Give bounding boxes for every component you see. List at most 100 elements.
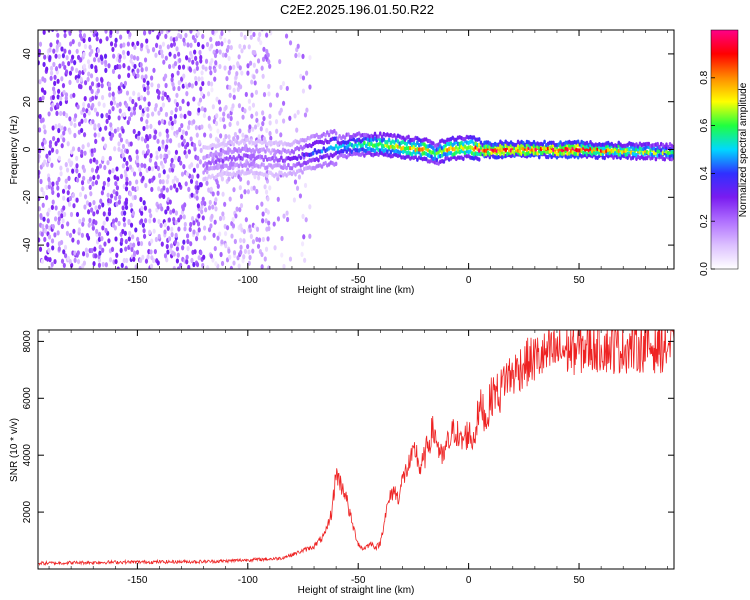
spectrogram-cell (276, 176, 280, 182)
spectrogram-cell (197, 213, 201, 219)
spectrogram-cell (51, 245, 55, 251)
spectrogram-cell (94, 138, 98, 144)
spectrogram-cell (249, 34, 253, 40)
spectrogram-track-cell (435, 157, 439, 163)
spectrogram-cell (182, 37, 186, 43)
spectrogram-cell (83, 117, 88, 124)
spectrogram-cell (94, 65, 98, 71)
spectrogram-track-cell (320, 149, 324, 154)
spectrogram-cell (73, 122, 77, 128)
colorbar-frame (710, 29, 739, 270)
spectrogram-track-cell (269, 150, 273, 155)
spectrogram-cell (43, 54, 47, 60)
spectrogram-cell (52, 48, 56, 54)
spectrogram-cell (75, 197, 79, 203)
spectrogram-track-cell (334, 131, 338, 136)
spectrogram-cell (174, 232, 178, 238)
spectrogram-cell (301, 53, 305, 59)
spectrogram-cell (255, 226, 260, 232)
spectrogram-cell (57, 123, 61, 129)
spectrogram-cell (176, 266, 181, 269)
spectrogram-cell (53, 258, 57, 265)
spectrogram-cell (94, 179, 99, 186)
spectrogram-cell (185, 254, 189, 260)
spectrogram-track-cell (214, 159, 218, 165)
spectrogram-cell (237, 263, 241, 269)
spectrogram-cell (224, 243, 228, 249)
spectrogram-cell (250, 186, 254, 192)
spectrogram-cell (160, 118, 164, 124)
spectrogram-cell (174, 149, 179, 155)
spectrogram-cell (170, 72, 175, 79)
spectrogram-track-cell (246, 137, 250, 142)
spectrogram-cell (56, 94, 60, 100)
spectrogram-cell (139, 62, 143, 68)
spectrogram-cell (227, 176, 231, 182)
spectrogram-cell (132, 250, 137, 256)
spectrogram-cell (38, 148, 42, 154)
spectrogram-track-cell (377, 134, 380, 139)
spectrogram-cell (249, 60, 253, 66)
spectrogram-cell (154, 236, 158, 243)
y-tick-label: 40 (22, 48, 33, 60)
spectrogram-track-cell (265, 173, 269, 178)
spectrogram-cell (179, 160, 183, 166)
spectrogram-cell (147, 165, 152, 172)
spectrogram-cell (216, 235, 220, 241)
spectrogram-cell (182, 164, 186, 170)
spectrogram-cell (198, 159, 203, 165)
spectrogram-cell (143, 96, 147, 102)
spectrogram-cell (91, 225, 95, 231)
spectrogram-cell (225, 75, 229, 82)
spectrogram-cell (68, 129, 72, 135)
spectrogram-cell (308, 84, 312, 90)
spectrogram-cell (246, 180, 250, 186)
spectrogram-cell (87, 103, 91, 109)
spectrogram-cell (102, 180, 106, 187)
spectrogram-cell (67, 201, 72, 207)
spectrogram-cell (196, 30, 200, 37)
spectrogram-cell (273, 245, 277, 251)
spectrogram-cell (157, 110, 161, 116)
spectrogram-cell (79, 76, 83, 83)
spectrogram-cell (169, 115, 173, 122)
spectrogram-track-cell (407, 134, 410, 140)
spectrogram-cell (176, 241, 180, 247)
spectrogram-cell (241, 114, 245, 120)
spectrogram-cell (114, 195, 118, 201)
spectrogram-cell (146, 254, 150, 260)
spectrogram-cell (180, 122, 184, 129)
spectrogram-cell (153, 134, 157, 140)
spectrogram-cell (40, 231, 44, 237)
spectrogram-cell (209, 70, 213, 76)
spectrogram-track-cell (264, 149, 267, 154)
spectrogram-cell (38, 206, 41, 212)
colorbar-tick-label: 0.8 (699, 70, 710, 84)
spectrogram-cell (218, 231, 222, 237)
spectrogram-cell (108, 92, 112, 98)
spectrogram-cell (81, 107, 86, 113)
spectrogram-cell (143, 106, 148, 112)
spectrogram-cell (94, 253, 98, 259)
spectrogram-cell (132, 55, 137, 61)
spectrogram-cell (41, 223, 45, 229)
spectrogram-cell (101, 202, 105, 208)
spectrogram-cell (110, 246, 115, 252)
spectrogram-cell (187, 264, 191, 269)
spectrogram-cell (280, 252, 284, 258)
spectrogram-cell (248, 254, 252, 261)
spectrogram-cell (242, 44, 247, 50)
spectrogram-cell (105, 36, 109, 42)
spectrogram-cell (72, 92, 76, 98)
spectrogram-cell (232, 64, 236, 70)
spectrogram-cell (100, 113, 104, 119)
spectrogram-cell (54, 141, 58, 147)
spectrogram-cell (297, 174, 302, 180)
spectrogram-cell (184, 55, 189, 61)
spectrogram-cell (212, 232, 216, 238)
spectrogram-cell (88, 85, 93, 91)
spectrogram-cell (124, 197, 129, 203)
spectrogram-cell (246, 70, 250, 76)
spectrogram-track-cell (295, 156, 299, 161)
spectrogram-cell (219, 133, 223, 139)
